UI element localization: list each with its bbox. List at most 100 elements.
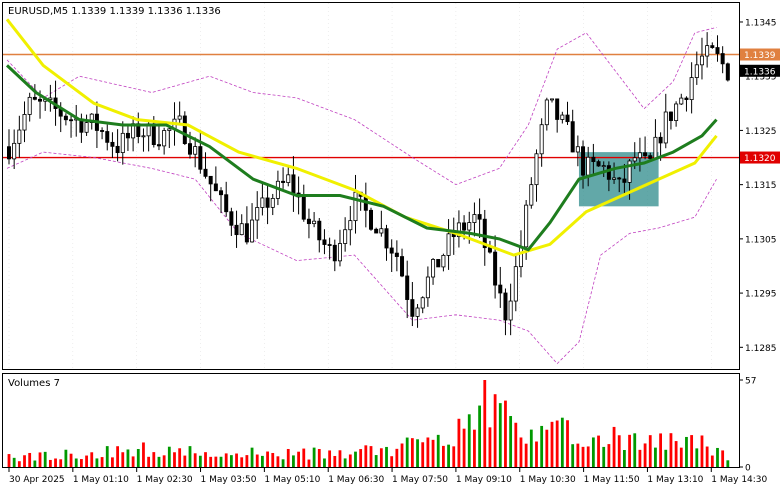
price-label-text: 1.1336: [744, 67, 776, 77]
volume-bar: [576, 443, 580, 467]
volume-bar: [628, 434, 631, 467]
volume-bar: [136, 449, 140, 467]
candle-bear: [224, 194, 229, 213]
volume-bar: [364, 445, 368, 467]
volume-bar: [85, 455, 88, 467]
price-tick-label: 1.1295: [745, 290, 777, 300]
volume-bar: [617, 435, 621, 467]
candle-bull: [239, 223, 244, 236]
candle-bull: [472, 214, 477, 223]
candle-bear: [565, 114, 570, 123]
volume-bar: [462, 428, 466, 467]
volume-bar: [90, 452, 94, 467]
volume-bar: [638, 449, 642, 467]
envelope-bands: [6, 27, 717, 365]
horizontal-levels: [3, 53, 739, 159]
candle-bear: [617, 177, 622, 180]
candle-bear: [684, 97, 689, 101]
volume-bar: [209, 456, 213, 467]
candle-bear: [436, 259, 441, 268]
candle-bull: [250, 219, 255, 243]
volume-bar: [545, 429, 549, 467]
volume-bar: [126, 449, 130, 467]
volume-bar: [566, 420, 569, 467]
price-tick-label: 1.1335: [745, 73, 777, 83]
volume-bar: [473, 429, 476, 467]
volume-bar: [560, 417, 564, 467]
candle-bull: [312, 220, 317, 225]
volume-bar: [59, 459, 63, 467]
candle-bear: [487, 247, 492, 253]
candle-bull: [627, 160, 632, 183]
candle-bull: [575, 146, 580, 153]
candle-bull: [343, 229, 348, 244]
volume-bar: [23, 455, 26, 467]
envelope-lower-line: [6, 151, 717, 365]
volume-bar: [95, 458, 99, 467]
price-label-box: [740, 151, 780, 164]
candle-bull: [653, 136, 658, 159]
volume-bar: [695, 448, 699, 467]
candle-bear: [291, 174, 296, 194]
time-tick-label: 1 May 13:10: [647, 475, 703, 485]
volume-bar: [43, 451, 47, 467]
volume-bar: [674, 441, 678, 467]
volume-bar: [679, 447, 683, 467]
candle-bull: [524, 204, 529, 248]
volume-bar: [255, 454, 259, 467]
volume-bar: [348, 454, 352, 467]
volume-bar: [488, 427, 492, 467]
volume-bar: [421, 442, 425, 467]
candle-bear: [115, 145, 120, 154]
candle-bull: [637, 152, 642, 159]
candle-bear: [591, 156, 596, 163]
volume-bar: [467, 414, 471, 467]
candle-bear: [187, 143, 192, 155]
price-tick-label: 1.1345: [745, 18, 777, 28]
candle-bear: [100, 130, 105, 132]
moving-averages: [5, 18, 718, 257]
candle-bear: [498, 284, 503, 294]
volume-bar: [400, 443, 404, 467]
volume-bar: [307, 459, 311, 467]
volume-bar: [385, 446, 388, 467]
volume-bar: [193, 453, 197, 467]
candle-bull: [513, 266, 518, 302]
candle-bear: [38, 98, 43, 102]
volume-bar: [591, 437, 595, 467]
grid: [8, 3, 712, 369]
volume-bar: [198, 455, 202, 467]
candle-bull: [612, 177, 617, 180]
time-tick-label: 1 May 02:30: [137, 475, 193, 485]
volume-bar: [281, 459, 285, 467]
volume-bar: [529, 429, 533, 467]
candle-bear: [306, 218, 311, 225]
candle-bull: [518, 246, 523, 268]
volume-bar: [261, 455, 264, 467]
volume-bar: [659, 433, 662, 467]
envelope-upper-line: [6, 27, 717, 186]
candle-bear: [643, 152, 648, 157]
candle-bear: [720, 53, 725, 65]
volume-bar: [550, 421, 554, 467]
candle-bear: [327, 244, 332, 246]
volume-bar: [571, 444, 575, 467]
candle-bear: [668, 111, 673, 121]
volume-bar: [317, 449, 321, 467]
candle-bull: [27, 96, 32, 115]
volume-bar: [623, 450, 626, 467]
volume-bar: [292, 455, 295, 467]
candle-bear: [7, 146, 12, 160]
candle-bull: [674, 103, 679, 121]
candle-bear: [394, 252, 399, 257]
candle-bull: [632, 157, 637, 162]
volume-panel-frame: [2, 373, 740, 468]
volume-bar: [669, 433, 673, 467]
candle-bear: [69, 119, 74, 122]
candle-bear: [219, 190, 224, 196]
candle-bear: [482, 218, 487, 249]
volume-bar: [328, 450, 332, 467]
volume-bar: [7, 454, 11, 467]
